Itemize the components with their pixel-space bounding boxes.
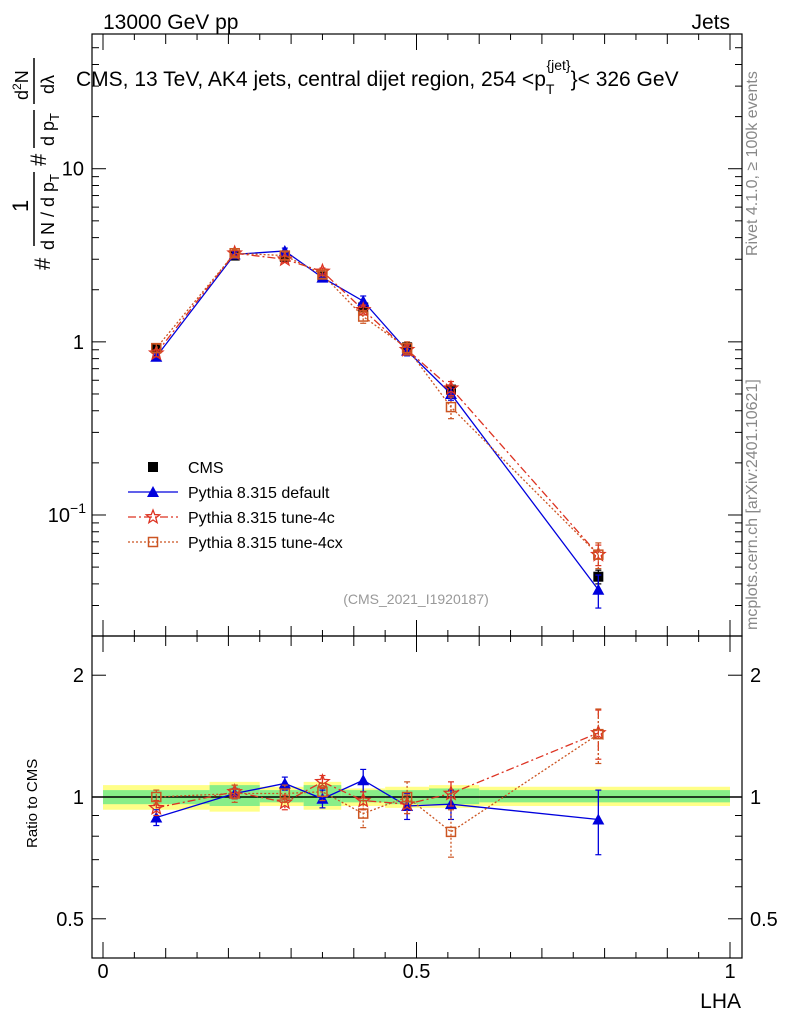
ratio-point-default [592,813,605,825]
ratio-line-tune4c [156,732,599,809]
main-line-tune4c [155,252,599,556]
energy-label: 13000 GeV pp [103,11,238,34]
legend-item-tune4c: Pythia 8.315 tune-4c [128,508,335,527]
ratio-point-tune4cx [445,826,457,838]
ratio-point-tune4cx [229,788,240,799]
legend-marker-default [147,486,159,497]
main-point-tune4cx [401,342,413,354]
legend-label-tune4c: Pythia 8.315 tune-4c [188,510,335,527]
main-ytick-label: 1 [73,332,84,354]
ratio-ytick-label-left: 2 [73,665,84,687]
main-ytick-label: 10−1 [48,500,86,527]
main-point-tune4cx [593,549,604,560]
legend-item-cms: CMS [148,460,224,477]
rivet-label: Rivet 4.1.0, ≥ 100k events [744,71,761,256]
ratio-line-default [156,779,599,821]
legend: CMS Pythia 8.315 default Pythia 8.315 tune… [128,460,343,552]
ratio-point-tune4c [147,799,165,816]
ratio-band-inner [479,790,730,803]
main-ylabel: # 1 d N / d pT # d pT d2N dλ [8,58,62,270]
legend-item-default: Pythia 8.315 default [128,485,330,502]
ylabel-hash-1: # [30,257,55,270]
ratio-point-default [401,800,414,812]
main-point-default [316,271,329,283]
main-series-tune4cx [151,247,604,570]
legend-label-default: Pythia 8.315 default [188,485,330,502]
ratio-point-default [278,777,291,789]
main-line-tune4cx [155,252,599,556]
ratio-point-default [357,774,370,786]
ratio-xtick-label: 0 [97,961,108,983]
ratio-ytick-label-right: 0.5 [750,909,778,931]
ylabel-hash-2: # [26,153,51,166]
ratio-point-tune4cx [151,791,162,803]
ratio-point-tune4cx [593,728,604,740]
main-point-tune4c [442,379,460,396]
category-label: Jets [691,11,730,34]
analysis-id: (CMS_2021_I1920187) [343,591,489,607]
ylabel-d2n: d2N [10,70,32,100]
ratio-ytick-label-left: 0.5 [56,909,84,931]
ratio-ytick-label-right: 2 [750,665,761,687]
main-point-tune4cx [357,311,369,322]
ratio-point-tune4cx [279,788,291,799]
ratio-series-tune4cx [151,708,604,858]
ratio-ytick-label-right: 1 [750,787,761,809]
main-point-default [592,583,605,595]
main-point-tune4cx [151,342,162,354]
main-point-default [357,295,370,307]
ratio-point-tune4cx [401,791,413,803]
ratio-point-tune4c [276,793,294,810]
main-series-layer [147,244,607,609]
legend-marker-cms [148,462,158,472]
ratio-ylabel: Ratio to CMS [24,759,41,848]
main-point-tune4c [354,301,372,318]
main-ytick-label: 10 [62,159,84,181]
legend-marker-tune4c [144,508,162,525]
legend-item-tune4cx: Pythia 8.315 tune-4cx [128,535,343,552]
main-point-tune4c [314,262,331,279]
main-series-cms [151,250,604,585]
ratio-point-tune4c [354,791,372,808]
xaxis-label: LHA [700,990,741,1013]
ratio-point-tune4cx [357,808,369,819]
ylabel-dlambda: dλ [38,75,58,94]
main-point-tune4cx [229,247,240,259]
main-point-tune4cx [317,269,328,280]
ratio-point-tune4c [442,784,460,801]
ylabel-dpt: d pT [38,113,62,146]
legend-marker-tune4cx [147,536,159,548]
ratio-xtick-label: 0.5 [403,961,431,983]
main-point-tune4cx [445,401,457,413]
ratio-line-tune4cx [156,733,599,833]
legend-label-cms: CMS [188,460,224,477]
legend-label-tune4cx: Pythia 8.315 tune-4cx [188,535,343,552]
mcplots-label: mcplots.cern.ch [arXiv:2401.10621] [744,379,761,630]
ratio-point-tune4cx [317,786,328,798]
main-point-tune4cx [279,250,291,261]
ratio-series-layer [147,708,607,858]
main-series-default [150,244,605,609]
ratio-ytick-label-left: 1 [73,787,84,809]
plot-title: CMS, 13 TeV, AK4 jets, central dijet reg… [76,57,679,97]
ylabel-one: 1 [8,200,33,212]
main-point-cms [151,343,162,354]
axes-layer: 10−1 1 10 0 0.5 1 0.5 0.5 1 1 2 2 [48,33,778,983]
ratio-point-default [150,811,163,823]
ratio-xtick-label: 1 [724,961,735,983]
ylabel-denominator: d N / d pT [38,174,62,250]
